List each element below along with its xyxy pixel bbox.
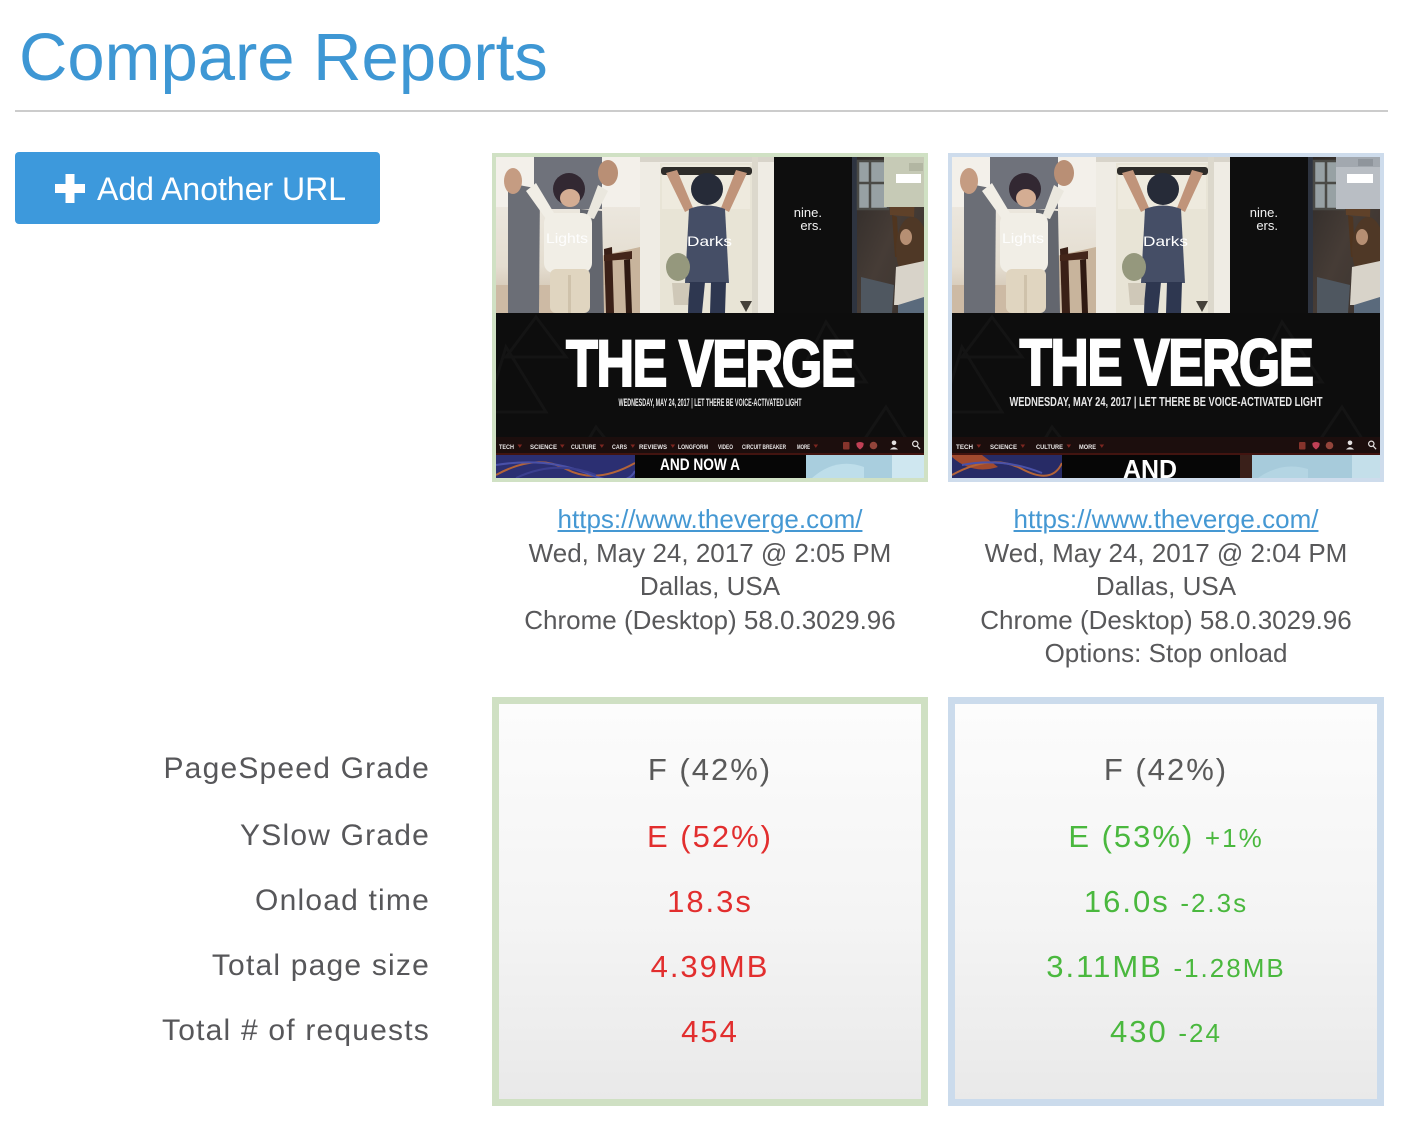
svg-text:Lights: Lights: [1002, 231, 1044, 246]
svg-text:ers.: ers.: [800, 218, 822, 233]
svg-text:CULTURE: CULTURE: [1036, 444, 1064, 451]
svg-text:MORE: MORE: [1079, 444, 1097, 451]
svg-text:TECH: TECH: [499, 444, 514, 451]
svg-text:Lights: Lights: [546, 231, 588, 246]
svg-text:ers.: ers.: [1256, 218, 1278, 233]
svg-text:Darks: Darks: [1143, 233, 1188, 249]
svg-text:SCIENCE: SCIENCE: [990, 444, 1018, 451]
svg-text:LONGFORM: LONGFORM: [678, 444, 708, 451]
svg-text:Darks: Darks: [687, 233, 732, 249]
svg-text:WEDNESDAY, MAY 24, 2017 | LET: WEDNESDAY, MAY 24, 2017 | LET THERE BE V…: [619, 397, 802, 409]
svg-text:WEDNESDAY, MAY 24, 2017 | LET: WEDNESDAY, MAY 24, 2017 | LET THERE BE V…: [1010, 394, 1323, 409]
svg-text:MORE: MORE: [797, 444, 810, 451]
svg-text:SCIENCE: SCIENCE: [530, 444, 558, 451]
svg-text:nine.: nine.: [1250, 205, 1278, 220]
svg-text:THE VERGE: THE VERGE: [566, 326, 854, 400]
svg-text:REVIEWS: REVIEWS: [639, 444, 668, 451]
svg-text:AND: AND: [1123, 454, 1177, 478]
svg-text:CARS: CARS: [612, 444, 628, 451]
svg-text:THE VERGE: THE VERGE: [1020, 325, 1313, 399]
svg-text:nine.: nine.: [794, 205, 822, 220]
svg-text:CIRCUIT BREAKER: CIRCUIT BREAKER: [742, 444, 786, 451]
svg-text:VIDEO: VIDEO: [718, 444, 733, 451]
svg-text:TECH: TECH: [956, 444, 973, 451]
svg-text:CULTURE: CULTURE: [571, 444, 597, 451]
svg-text:AND NOW A: AND NOW A: [660, 455, 740, 474]
